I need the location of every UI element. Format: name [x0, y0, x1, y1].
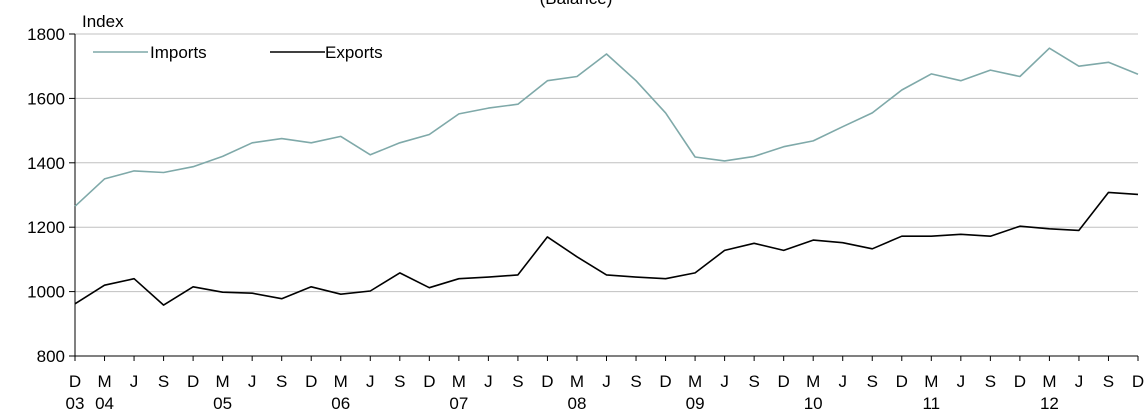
x-tick-label: J	[484, 372, 493, 391]
x-tick-label: S	[867, 372, 878, 391]
y-tick-label: 1000	[27, 283, 65, 302]
x-tick-label: M	[806, 372, 820, 391]
y-tick-label: 1600	[27, 89, 65, 108]
x-tick-label: S	[276, 372, 287, 391]
x-tick-label: J	[1075, 372, 1084, 391]
x-tick-label: J	[720, 372, 729, 391]
x-tick-label: S	[394, 372, 405, 391]
x-tick-label: M	[570, 372, 584, 391]
y-tick-labels: 800 1000 1200 1400 1600 1800	[27, 25, 65, 366]
y-tick-label: 1800	[27, 25, 65, 44]
x-tick-label: D	[659, 372, 671, 391]
legend-label-imports: Imports	[150, 43, 207, 62]
x-year-label: 06	[331, 394, 350, 413]
x-tick-label: D	[69, 372, 81, 391]
x-tick-label: J	[957, 372, 966, 391]
x-tick-label: M	[97, 372, 111, 391]
x-year-label: 12	[1040, 394, 1059, 413]
axes	[69, 33, 1139, 361]
x-tick-label: M	[334, 372, 348, 391]
x-tick-label: M	[688, 372, 702, 391]
x-tick-label: S	[630, 372, 641, 391]
gridlines	[75, 33, 1138, 293]
y-tick-label: 800	[37, 347, 65, 366]
x-tick-label: D	[423, 372, 435, 391]
x-tick-label: M	[216, 372, 230, 391]
x-tick-label: M	[1042, 372, 1056, 391]
y-axis-label: Index	[82, 12, 124, 31]
x-tick-label: D	[778, 372, 790, 391]
x-tick-label: S	[748, 372, 759, 391]
x-year-label: 07	[449, 394, 468, 413]
x-tick-label: D	[541, 372, 553, 391]
x-tick-label: J	[838, 372, 847, 391]
x-year-label: 04	[95, 394, 114, 413]
x-year-label: 08	[568, 394, 587, 413]
x-tick-label: D	[896, 372, 908, 391]
x-tick-label: S	[985, 372, 996, 391]
x-tick-label: S	[512, 372, 523, 391]
x-tick-label: M	[452, 372, 466, 391]
x-tick-label: J	[248, 372, 257, 391]
x-tick-label: J	[602, 372, 611, 391]
x-tick-label: D	[1014, 372, 1026, 391]
series-lines	[74, 47, 1139, 306]
x-year-label: 10	[804, 394, 823, 413]
x-tick-label: M	[924, 372, 938, 391]
x-tick-label: J	[130, 372, 139, 391]
y-tick-label: 1400	[27, 154, 65, 173]
x-tick-label: D	[305, 372, 317, 391]
x-tick-label: S	[1103, 372, 1114, 391]
x-tick-label: D	[187, 372, 199, 391]
chart-subtitle: (Balance)	[540, 0, 613, 8]
legend-label-exports: Exports	[325, 43, 383, 62]
y-tick-label: 1200	[27, 218, 65, 237]
series-line-exports	[74, 191, 1139, 306]
x-year-label: 05	[213, 394, 232, 413]
x-tick-label: S	[158, 372, 169, 391]
x-year-label: 11	[922, 394, 940, 413]
series-line-imports	[74, 47, 1139, 207]
x-tick-label: D	[1132, 372, 1144, 391]
x-year-label: 03	[66, 394, 85, 413]
legend: Imports Exports	[93, 43, 383, 62]
x-tick-label: J	[366, 372, 375, 391]
x-year-label: 09	[686, 394, 705, 413]
x-tick-labels: D M J S D M J S D M J S D M J S D M J S D M J S D M J S D M J S D M J S D03 0…	[66, 372, 1145, 413]
